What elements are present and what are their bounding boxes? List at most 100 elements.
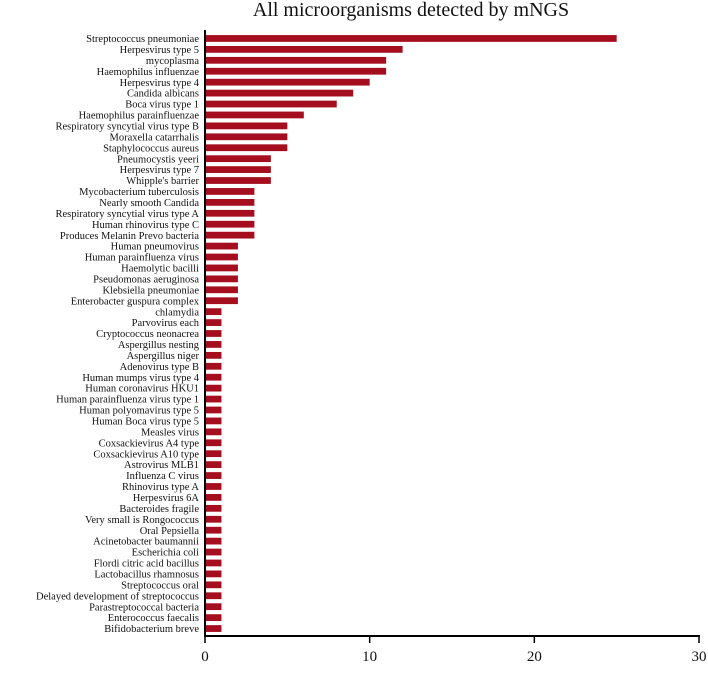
bar	[205, 319, 222, 326]
x-tick-label: 10	[362, 649, 377, 665]
category-label: Produces Melanin Prevo bacteria	[60, 231, 199, 242]
bar	[205, 286, 238, 294]
category-label: Enterococcus faecalis	[108, 613, 199, 624]
x-tick-label: 30	[692, 649, 707, 665]
category-label: Human polyomavirus type 5	[79, 406, 199, 417]
category-label: Human parainfluenza virus type 1	[56, 395, 199, 406]
category-label: Pneumocystis yeeri	[117, 154, 199, 165]
bar	[205, 242, 238, 250]
category-label: Whipple's barrier	[126, 176, 199, 187]
bar	[205, 548, 222, 556]
bar	[205, 384, 222, 392]
x-tick-label: 20	[527, 649, 542, 665]
bar	[205, 603, 222, 611]
bar	[205, 111, 304, 119]
bar	[205, 581, 222, 589]
category-label: Streptococcus pneumoniae	[86, 34, 199, 45]
category-label: Lactobacillus rhamnosus	[94, 570, 199, 581]
category-label: Human Boca virus type 5	[92, 417, 199, 428]
bar	[205, 100, 337, 108]
bar	[205, 166, 271, 173]
bar	[205, 231, 255, 239]
category-label: Herpesvirus 6A	[133, 493, 200, 504]
category-label: Respiratory syncytial virus type B	[56, 121, 199, 132]
category-label: Parastreptococcal bacteria	[89, 602, 199, 613]
category-label: Very small is Rongococcus	[85, 515, 199, 526]
bar	[205, 253, 238, 261]
category-label: Bifidobacterium breve	[104, 624, 199, 635]
category-label: Respiratory syncytial virus type A	[56, 209, 200, 220]
bar	[205, 373, 222, 381]
bar	[205, 188, 255, 195]
bars-group	[205, 35, 617, 632]
category-label: Pseudomonas aeruginosa	[93, 274, 199, 285]
bar	[205, 559, 222, 567]
bar	[205, 56, 387, 64]
category-label: chlamydia	[155, 307, 199, 318]
category-label: Herpesvirus type 5	[120, 45, 199, 56]
category-label: Escherichia coli	[132, 548, 199, 559]
category-label: Acinetobacter baumannii	[93, 537, 199, 548]
category-label: Cryptococcus neonacrea	[96, 329, 199, 340]
category-label: Mycobacterium tuberculosis	[79, 187, 199, 198]
category-label: Oral Pepsiella	[140, 526, 200, 537]
category-label: Enterobacter guspura complex	[71, 296, 200, 307]
bar	[205, 122, 288, 130]
bar	[205, 264, 238, 272]
bar	[205, 406, 222, 414]
category-label: Haemophilus influenzae	[97, 67, 200, 78]
category-label: Candida albicans	[127, 89, 199, 100]
bar	[205, 198, 255, 206]
category-label: Herpesvirus type 7	[120, 165, 199, 176]
category-label: Haemolytic bacilli	[121, 264, 199, 275]
bar	[205, 308, 222, 316]
bar	[205, 472, 222, 479]
category-label: Flordi citric acid bacillus	[94, 559, 199, 570]
bar	[205, 417, 222, 425]
bar	[205, 625, 222, 632]
bar	[205, 341, 222, 348]
category-label: Klebsiella pneumoniae	[102, 285, 199, 296]
category-label: Delayed development of streptococcus	[36, 591, 199, 602]
bar	[205, 155, 271, 163]
category-label: Nearly smooth Candida	[99, 198, 199, 209]
bar	[205, 537, 222, 545]
x-tick-label: 0	[201, 649, 209, 665]
bar	[205, 144, 288, 152]
category-label: Haemophilus parainfluenzae	[79, 111, 200, 122]
category-label: Influenza C virus	[126, 471, 199, 482]
bar	[205, 461, 222, 469]
bar	[205, 275, 238, 283]
category-label: Coxsackievirus A4 type	[99, 438, 200, 449]
category-label: Aspergillus nesting	[118, 340, 200, 351]
bar	[205, 483, 222, 490]
bar	[205, 330, 222, 337]
bar	[205, 209, 255, 217]
bar	[205, 362, 222, 370]
category-label: Measles virus	[141, 427, 199, 438]
category-label: mycoplasma	[146, 56, 199, 67]
bar	[205, 220, 255, 228]
category-label: Boca virus type 1	[125, 100, 199, 111]
chart-title: All microorganisms detected by mNGS	[253, 0, 569, 21]
bar	[205, 89, 354, 97]
bar	[205, 177, 271, 184]
category-label: Human pneumovirus	[111, 242, 199, 253]
category-label: Parvovirus each	[132, 318, 200, 329]
bar	[205, 494, 222, 501]
bar	[205, 297, 238, 305]
category-label: Bacteroides fragile	[119, 504, 199, 515]
axes: 0 10 20 30	[201, 30, 707, 665]
bar	[205, 35, 617, 42]
category-label: Human coronavirus HKU1	[85, 384, 199, 395]
category-label: Moraxella catarrhalis	[110, 132, 200, 143]
bar	[205, 428, 222, 436]
category-label: Adenovirus type B	[120, 362, 199, 373]
bar	[205, 395, 222, 403]
category-label: Coxsackievirus A10 type	[93, 449, 199, 460]
bar	[205, 570, 222, 578]
category-label: Human parainfluenza virus	[85, 253, 199, 264]
bar	[205, 592, 222, 600]
